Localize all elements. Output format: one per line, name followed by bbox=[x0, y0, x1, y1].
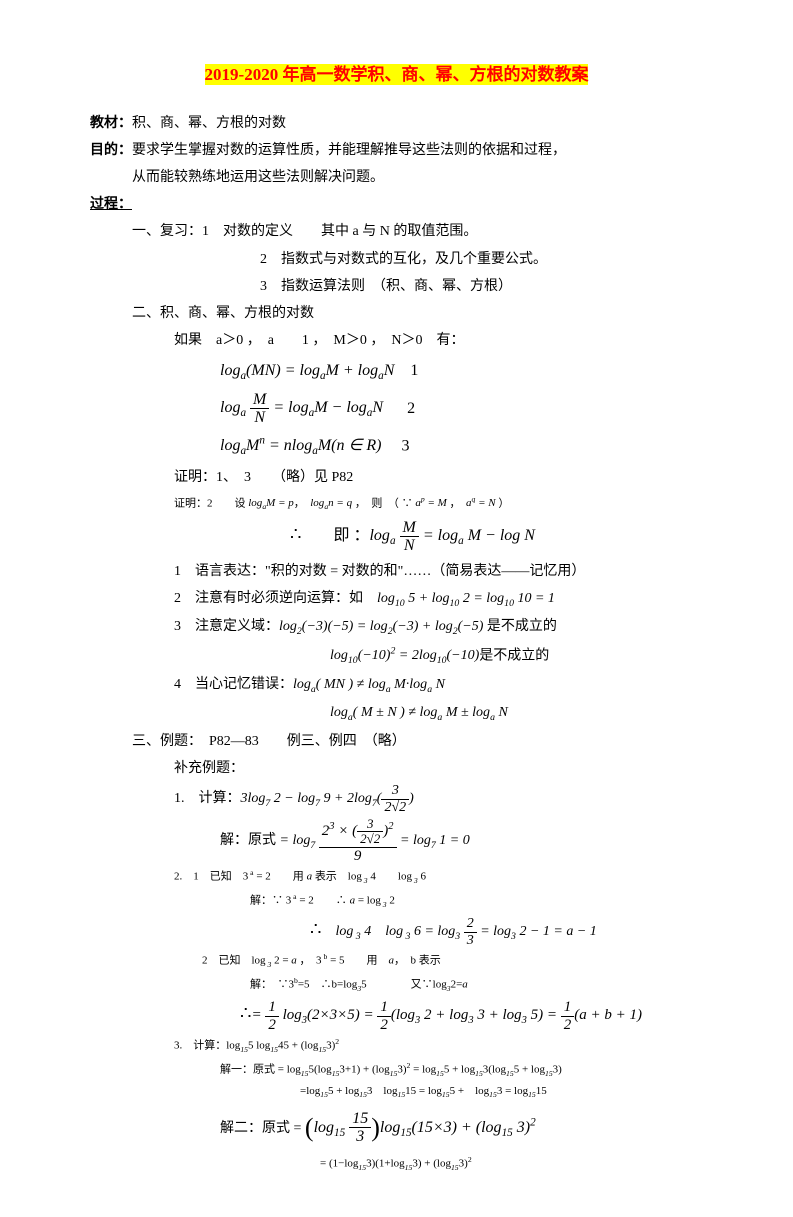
ex21r-n: 2 bbox=[464, 916, 477, 932]
process-row: 过程： bbox=[90, 192, 703, 217]
note-1: 1 语言表达："积的对数 = 对数的和"……（简易表达——记忆用） bbox=[90, 559, 703, 584]
sec1: 一、复习：1 对数的定义 其中 a 与 N 的取值范围。 bbox=[90, 219, 703, 244]
sec3-sup: 补充例题： bbox=[90, 756, 703, 781]
proof2-result: ∴ 即 ：loga MN = loga M − log N bbox=[290, 518, 703, 554]
ex2-1s: 解：∵ 3 a = 2 ∴ a = log 3 2 bbox=[250, 890, 703, 912]
process-label: 过程： bbox=[90, 197, 132, 212]
note-3b: log10(−10)2 = 2log10(−10)是不成立的 bbox=[330, 643, 703, 670]
sec2: 二、积、商、幂、方根的对数 bbox=[90, 301, 703, 326]
ex3-s1b: =log155 + log153 log1515 = log155 + log1… bbox=[300, 1082, 703, 1102]
ex2-2: 2 已知 log 3 2 = a ， 3 b = 5 用 a， b 表示 bbox=[202, 950, 703, 972]
ex3-s1a: 解一：原式 = log155(log153+1) + (log153)2 = l… bbox=[220, 1059, 703, 1081]
goal-row: 目的：要求学生掌握对数的运算性质，并能理解推导这些法则的依据和过程， bbox=[90, 138, 703, 163]
sec3: 三、例题： P82—83 例三、例四 （略） bbox=[90, 729, 703, 754]
ex1-den: 2√2 bbox=[381, 800, 409, 815]
f2-num: M bbox=[250, 391, 269, 410]
f2-den: N bbox=[250, 409, 269, 427]
goal-text-2: 从而能较熟练地运用这些法则解决问题。 bbox=[90, 165, 703, 190]
ex2-2r: ∴= 12 log3(2×3×5) = 12(log3 2 + log3 3 +… bbox=[240, 997, 703, 1033]
goal-text-1: 要求学生掌握对数的运算性质，并能理解推导这些法则的依据和过程， bbox=[132, 143, 566, 158]
note-3: 3 注意定义域：log2(−3)(−5) = log2(−3) + log2(−… bbox=[90, 614, 703, 640]
ex21r-d: 3 bbox=[464, 933, 477, 948]
ex1-bigd: 9 bbox=[319, 848, 397, 865]
proof1: 证明：1、 3 （略）见 P82 bbox=[90, 465, 703, 490]
textbook-label: 教材： bbox=[90, 116, 132, 131]
proof2: 证明：2 设 logaM = p， logan = q ， 则 （ ∵ ap =… bbox=[90, 493, 703, 515]
textbook-text: 积、商、幂、方根的对数 bbox=[132, 116, 286, 131]
ex3: 3. 计算：log155 log1545 + (log153)2 bbox=[90, 1035, 703, 1057]
formula-2: loga MN = logaM − logaN 2 bbox=[220, 391, 703, 427]
ex3-s2: 解二：原式 = (log15 153)log15(15×3) + (log15 … bbox=[220, 1105, 703, 1152]
textbook-row: 教材：积、商、幂、方根的对数 bbox=[90, 111, 703, 136]
ex3n: 15 bbox=[349, 1110, 371, 1129]
page-title: 2019-2020 年高一数学积、商、幂、方根的对数教案 bbox=[90, 60, 703, 91]
sec1-3: 3 指数运算法则 （积、商、幂、方根） bbox=[90, 274, 703, 299]
ex3d: 3 bbox=[349, 1128, 371, 1146]
ex1: 1. 计算：3log7 2 − log7 9 + 2log7(32√2) bbox=[90, 783, 703, 815]
note-2: 2 注意有时必须逆向运算：如 log10 5 + log10 2 = log10… bbox=[90, 586, 703, 612]
note-4: 4 当心记忆错误：loga( MN ) ≠ loga M·loga N bbox=[90, 672, 703, 698]
ex1-num: 3 bbox=[381, 783, 409, 799]
formula-1: loga(MN) = logaM + logaN 1 bbox=[220, 357, 703, 386]
note-4b: loga( M ± N ) ≠ loga M ± loga N bbox=[330, 700, 703, 726]
ex1-sol: 解：原式 = log7 23 × (32√2)2 9 = log7 1 = 0 bbox=[90, 817, 703, 864]
formula-3: logaMn = nlogaM(n ∈ R) 3 bbox=[220, 431, 703, 462]
sec2-cond: 如果 a＞0 ， a 1 ， M＞0 ， N＞0 有： bbox=[90, 328, 703, 353]
title-highlight: 2019-2020 年高一数学积、商、幂、方根的对数教案 bbox=[205, 64, 589, 85]
ex2-1: 2. 1 已知 3 a = 2 用 a 表示 log 3 4 log 3 6 bbox=[90, 866, 703, 888]
goal-label: 目的： bbox=[90, 143, 132, 158]
sec1-2: 2 指数式与对数式的互化，及几个重要公式。 bbox=[90, 247, 703, 272]
ex2-1r: ∴ log 3 4 log 3 6 = log3 23 = log3 2 − 1… bbox=[310, 913, 703, 948]
ex3-s2b: = (1−log153)(1+log153) + (log153)2 bbox=[320, 1153, 703, 1175]
ex2-2s: 解： ∵3b=5 ∴b=log35 又∵log32=a bbox=[250, 974, 703, 996]
